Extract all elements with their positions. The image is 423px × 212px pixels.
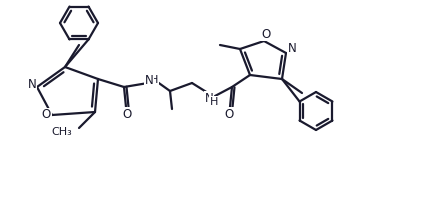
Text: O: O [261, 28, 271, 40]
Text: N: N [288, 42, 297, 56]
Text: O: O [224, 107, 233, 120]
Text: O: O [41, 109, 51, 121]
Text: CH₃: CH₃ [51, 127, 72, 137]
Text: H: H [210, 97, 218, 107]
Text: N: N [205, 92, 213, 105]
Text: H: H [150, 75, 158, 85]
Text: N: N [27, 78, 36, 92]
Text: O: O [122, 107, 132, 120]
Text: N: N [145, 74, 154, 86]
